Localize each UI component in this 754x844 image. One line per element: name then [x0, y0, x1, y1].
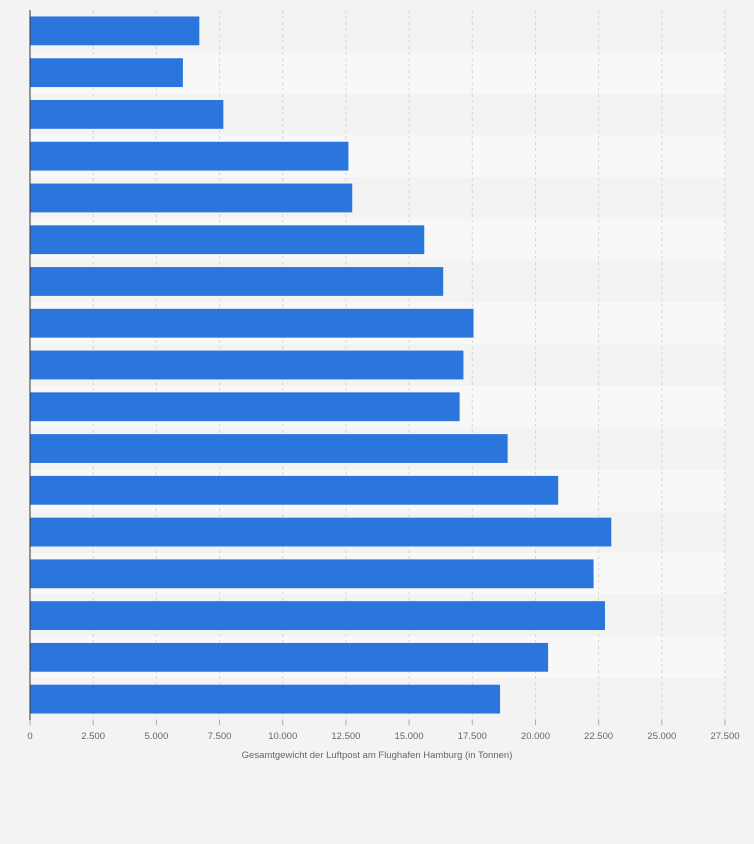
x-tick-label: 15.000 — [395, 731, 424, 742]
x-tick-label: 20.000 — [521, 731, 550, 742]
x-tick-label: 17.500 — [458, 731, 487, 742]
x-tick-label: 2.500 — [81, 731, 105, 742]
bar[interactable] — [30, 225, 425, 255]
bar[interactable] — [30, 267, 444, 296]
bar[interactable] — [30, 475, 559, 505]
bar[interactable] — [30, 642, 549, 672]
bar[interactable] — [30, 183, 353, 213]
bar[interactable] — [30, 392, 460, 422]
x-tick-label: 7.500 — [208, 731, 232, 742]
x-tick-label: 0 — [27, 731, 32, 742]
bar[interactable] — [30, 16, 200, 46]
bar[interactable] — [30, 434, 508, 463]
bar[interactable] — [30, 100, 224, 129]
bar[interactable] — [30, 684, 501, 714]
x-tick-label: 5.000 — [144, 731, 168, 742]
bar[interactable] — [30, 559, 594, 589]
axes — [29, 10, 726, 725]
x-tick-label: 27.500 — [710, 731, 739, 742]
bar[interactable] — [30, 308, 474, 338]
x-tick-label: 12.500 — [331, 731, 360, 742]
bar[interactable] — [30, 601, 605, 630]
bar[interactable] — [30, 517, 612, 547]
x-axis-label: Gesamtgewicht der Luftpost am Flughafen … — [242, 750, 513, 761]
x-tick-labels: 0 2.500 5.000 7.500 10.000 12.500 15.000 17.500… — [27, 731, 739, 742]
bar[interactable] — [30, 350, 464, 380]
x-tick-label: 22.500 — [584, 731, 613, 742]
x-tick-label: 25.000 — [647, 731, 676, 742]
x-tick-label: 10.000 — [268, 731, 297, 742]
bar[interactable] — [30, 58, 183, 88]
bar[interactable] — [30, 141, 349, 171]
bar-series — [30, 16, 612, 714]
